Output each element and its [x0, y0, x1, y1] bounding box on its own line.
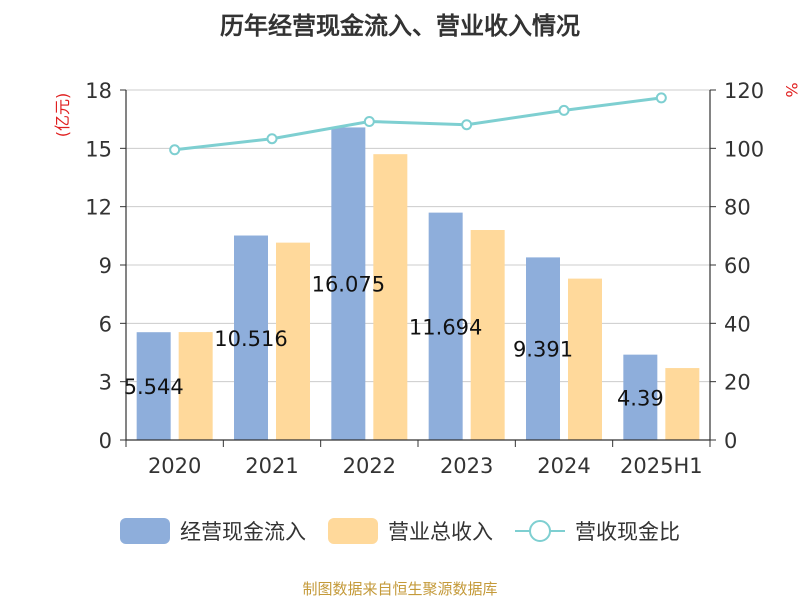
legend-item-revenue[interactable]: 营业总收入 [328, 516, 493, 546]
data-labels: 5.544 10.516 16.075 11.694 9.391 4.39 [124, 273, 664, 411]
left-tick-label: 12 [85, 196, 112, 220]
legend-swatch-ratio [515, 518, 565, 544]
bar-cash-inflow [526, 257, 560, 440]
line-marks [169, 92, 667, 156]
data-label-cash-inflow: 11.694 [409, 315, 482, 339]
bar-revenue [568, 278, 602, 440]
axes: 0 3 6 9 12 15 18 0 20 40 60 80 100 120 (亿元)% 2020 2021 20… [53, 79, 800, 478]
point-ratio [558, 104, 570, 116]
data-label-cash-inflow: 16.075 [312, 273, 385, 297]
left-tick-label: 6 [99, 312, 112, 336]
right-tick-label: 80 [724, 196, 751, 220]
bar-revenue [178, 332, 213, 440]
data-label-cash-inflow: 5.544 [124, 375, 184, 399]
data-label-cash-inflow: 9.391 [513, 338, 573, 362]
right-tick-label: 0 [724, 429, 737, 453]
bar-marks [136, 127, 700, 441]
bar-cash-inflow [234, 235, 268, 440]
bar-revenue [373, 154, 408, 440]
bar-cash-inflow [623, 354, 658, 440]
right-tick-label: 120 [724, 79, 764, 103]
left-tick-label: 3 [99, 371, 112, 395]
data-label-cash-inflow: 4.39 [617, 386, 664, 410]
point-ratio [363, 116, 375, 127]
left-tick-label: 0 [99, 429, 112, 453]
left-tick-label: 18 [85, 79, 112, 103]
legend-label-revenue: 营业总收入 [388, 520, 493, 544]
bar-cash-inflow [331, 127, 366, 441]
left-axis-label: (亿元) [53, 93, 72, 138]
legend-label-ratio: 营收现金比 [575, 520, 680, 544]
data-label-cash-inflow: 10.516 [214, 327, 287, 351]
point-ratio [655, 92, 667, 104]
legend-item-ratio[interactable]: 营收现金比 [515, 516, 680, 546]
point-ratio [461, 119, 473, 131]
x-tick-label: 2021 [245, 454, 298, 478]
legend-swatch-revenue [328, 518, 378, 544]
bar-revenue [665, 368, 700, 440]
right-tick-label: 40 [724, 312, 751, 336]
gridlines [126, 89, 710, 383]
point-ratio [266, 133, 278, 145]
x-tick-label: 2025H1 [620, 454, 703, 478]
right-tick-label: 60 [724, 254, 751, 278]
right-axis-label: % [782, 82, 800, 97]
x-tick-label: 2022 [343, 454, 396, 478]
right-tick-label: 20 [724, 371, 751, 395]
bar-revenue [470, 230, 505, 440]
x-tick-label: 2020 [148, 454, 201, 478]
x-tick-label: 2023 [440, 454, 493, 478]
left-tick-label: 9 [99, 254, 112, 278]
x-tick-label: 2024 [537, 454, 590, 478]
bar-cash-inflow [428, 212, 463, 440]
line-ratio [174, 96, 662, 152]
legend-item-cash-inflow[interactable]: 经营现金流入 [120, 516, 306, 546]
chart-title: 历年经营现金流入、营业收入情况 [220, 12, 580, 40]
legend-label-cash-inflow: 经营现金流入 [180, 520, 306, 544]
bar-revenue [276, 242, 310, 440]
legend-swatch-cash-inflow [120, 518, 170, 544]
bar-cash-inflow [136, 332, 171, 440]
right-tick-label: 100 [724, 137, 764, 161]
point-ratio [169, 144, 181, 156]
source-note: 制图数据来自恒生聚源数据库 [302, 580, 498, 598]
legend: 经营现金流入 营业总收入 营收现金比 [0, 516, 800, 546]
left-tick-label: 15 [85, 137, 112, 161]
